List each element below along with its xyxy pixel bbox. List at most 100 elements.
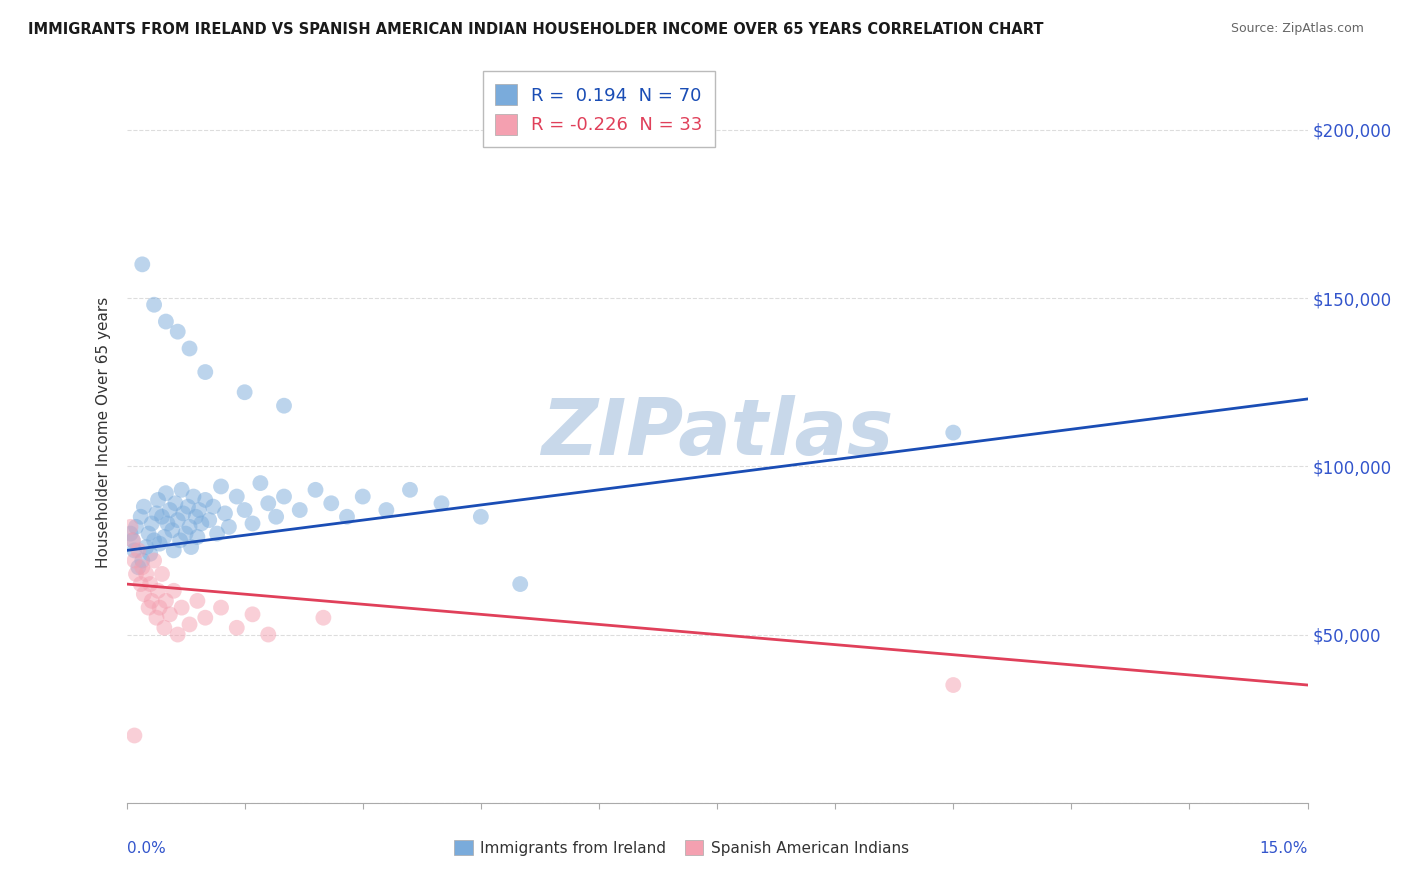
Point <box>149 600 172 615</box>
Point <box>127 560 149 574</box>
Point <box>180 540 202 554</box>
Point <box>188 503 211 517</box>
Point <box>129 577 152 591</box>
Point <box>159 607 181 622</box>
Y-axis label: Householder Income Over 65 years: Householder Income Over 65 years <box>96 297 111 568</box>
Legend: Immigrants from Ireland, Spanish American Indians: Immigrants from Ireland, Spanish America… <box>449 834 915 862</box>
Point <box>179 617 201 632</box>
Point <box>124 543 146 558</box>
Point <box>257 496 280 510</box>
Point <box>249 476 271 491</box>
Point <box>121 533 143 548</box>
Point <box>399 483 422 497</box>
Point <box>430 496 453 510</box>
Point <box>138 600 160 615</box>
Point <box>160 523 183 537</box>
Point <box>209 479 232 493</box>
Point <box>121 533 143 548</box>
Point <box>225 490 247 504</box>
Point <box>125 566 148 581</box>
Point <box>202 500 225 514</box>
Point <box>218 520 240 534</box>
Point <box>138 526 160 541</box>
Point <box>179 520 201 534</box>
Point <box>132 500 155 514</box>
Point <box>135 540 157 554</box>
Point <box>233 503 256 517</box>
Text: 0.0%: 0.0% <box>127 841 166 856</box>
Point <box>225 621 247 635</box>
Point <box>155 486 177 500</box>
Point <box>177 500 200 514</box>
Point <box>186 530 208 544</box>
Point <box>470 509 492 524</box>
Point <box>163 583 186 598</box>
Point <box>156 516 179 531</box>
Point <box>120 526 142 541</box>
Point <box>205 526 228 541</box>
Point <box>120 520 142 534</box>
Point <box>194 365 217 379</box>
Point <box>129 509 152 524</box>
Point <box>146 492 169 507</box>
Point <box>321 496 343 510</box>
Point <box>131 257 153 271</box>
Point <box>170 600 193 615</box>
Point <box>155 594 177 608</box>
Point <box>153 530 176 544</box>
Point <box>155 314 177 328</box>
Point <box>273 490 295 504</box>
Point <box>509 577 531 591</box>
Text: Source: ZipAtlas.com: Source: ZipAtlas.com <box>1230 22 1364 36</box>
Point <box>139 577 162 591</box>
Point <box>198 513 221 527</box>
Point <box>143 298 166 312</box>
Point <box>131 553 153 567</box>
Point <box>132 587 155 601</box>
Point <box>165 496 187 510</box>
Point <box>352 490 374 504</box>
Point <box>170 483 193 497</box>
Point <box>174 526 197 541</box>
Point <box>150 566 173 581</box>
Point <box>172 507 194 521</box>
Point <box>141 594 163 608</box>
Point <box>166 513 188 527</box>
Point <box>163 543 186 558</box>
Point <box>169 533 191 548</box>
Point <box>166 627 188 641</box>
Point <box>145 507 167 521</box>
Text: 15.0%: 15.0% <box>1260 841 1308 856</box>
Point <box>375 503 398 517</box>
Point <box>124 553 146 567</box>
Point <box>209 600 232 615</box>
Point <box>153 621 176 635</box>
Point <box>242 607 264 622</box>
Point <box>942 678 965 692</box>
Point <box>146 583 169 598</box>
Point <box>942 425 965 440</box>
Text: IMMIGRANTS FROM IRELAND VS SPANISH AMERICAN INDIAN HOUSEHOLDER INCOME OVER 65 YE: IMMIGRANTS FROM IRELAND VS SPANISH AMERI… <box>28 22 1043 37</box>
Point <box>264 509 287 524</box>
Point <box>135 566 157 581</box>
Point <box>143 553 166 567</box>
Point <box>304 483 326 497</box>
Point <box>141 516 163 531</box>
Point <box>190 516 212 531</box>
Point <box>127 543 149 558</box>
Point <box>150 509 173 524</box>
Point <box>288 503 311 517</box>
Point <box>149 536 172 550</box>
Point <box>186 594 208 608</box>
Point <box>166 325 188 339</box>
Point <box>184 509 207 524</box>
Text: ZIPatlas: ZIPatlas <box>541 394 893 471</box>
Point <box>194 492 217 507</box>
Point <box>242 516 264 531</box>
Point <box>257 627 280 641</box>
Point <box>179 342 201 356</box>
Point <box>312 610 335 624</box>
Point <box>125 520 148 534</box>
Point <box>143 533 166 548</box>
Point <box>159 503 181 517</box>
